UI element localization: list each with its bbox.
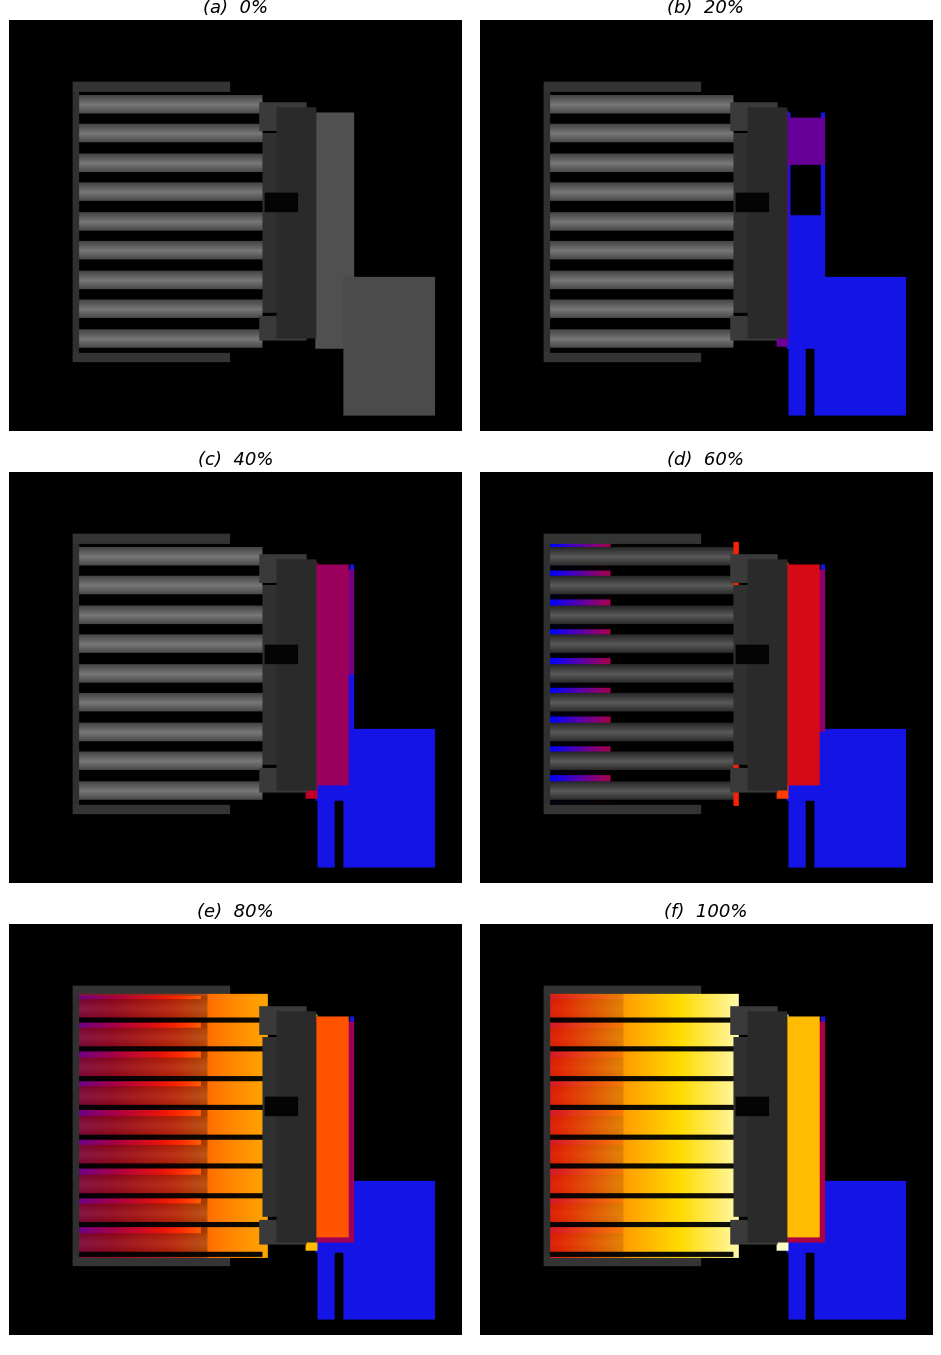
Title: (f)  100%: (f) 100% [663,902,747,921]
Title: (d)  60%: (d) 60% [667,451,744,469]
Title: (c)  40%: (c) 40% [198,451,273,469]
Title: (b)  20%: (b) 20% [667,0,744,18]
Title: (e)  80%: (e) 80% [197,902,274,921]
Title: (a)  0%: (a) 0% [203,0,268,18]
